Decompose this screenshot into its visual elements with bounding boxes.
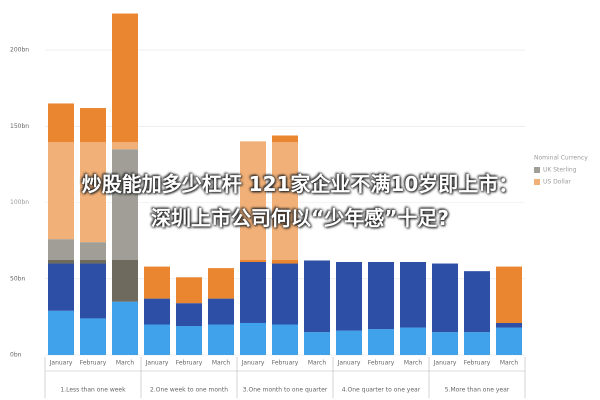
bar-segment	[208, 324, 234, 355]
bar-segment	[272, 263, 298, 325]
x-tick-label: March	[116, 360, 134, 367]
bar-segment	[464, 332, 490, 355]
y-tick-label: 150bn	[10, 123, 29, 130]
bar-segment	[144, 324, 170, 355]
legend-label: US Dollar	[543, 179, 571, 186]
x-tick-label: January	[433, 360, 457, 367]
x-tick-label: February	[176, 360, 203, 367]
bar-segment	[400, 262, 426, 328]
y-tick-label: 100bn	[10, 199, 29, 206]
bar-segment	[304, 260, 330, 333]
bar-segment	[144, 266, 170, 299]
bar-segment	[176, 326, 202, 355]
overlay-title-line: 炒股能加多少杠杆 121家企业不满10岁即上市：	[81, 172, 519, 196]
bar-segment	[48, 310, 74, 355]
bar-segment	[464, 271, 490, 333]
legend-label: UK Sterling	[543, 167, 577, 174]
overlay-banner: 炒股能加多少杠杆 121家企业不满10岁即上市： 深圳上市公司何以“少年感”十足…	[0, 142, 600, 260]
bar-segment	[240, 141, 266, 263]
bar-segment	[336, 262, 362, 331]
x-tick-label: February	[464, 360, 491, 367]
x-tick-label: January	[337, 360, 361, 367]
bar-segment	[304, 332, 330, 355]
bar-segment	[336, 330, 362, 355]
bar-segment	[240, 262, 266, 323]
bar-segment	[112, 149, 138, 302]
bar-segment	[48, 263, 74, 311]
bar-segment	[272, 135, 298, 264]
bar-segment	[80, 108, 106, 243]
bar-segment	[432, 263, 458, 333]
bar-segment	[272, 324, 298, 355]
x-tick-label: January	[145, 360, 169, 367]
group-label: 1.Less than one week	[60, 387, 126, 394]
legend-swatch	[534, 167, 540, 173]
x-tick-label: March	[404, 360, 422, 367]
legend-swatch	[534, 179, 540, 185]
x-tick-label: March	[212, 360, 230, 367]
bar-segment	[368, 329, 394, 355]
bar-segment	[80, 263, 106, 319]
bar-segment	[48, 239, 74, 264]
bar-segment	[112, 13, 138, 150]
bar-segment	[432, 332, 458, 355]
bar-segment	[400, 327, 426, 355]
bar-segment	[176, 277, 202, 304]
bar-segment	[176, 303, 202, 327]
bar-segment	[496, 266, 522, 323]
x-tick-label: January	[241, 360, 265, 367]
x-tick-label: February	[272, 360, 299, 367]
y-tick-label: 0bn	[10, 352, 22, 359]
legend-title: Nominal Currency	[534, 155, 588, 162]
group-label: 2.One week to one month	[150, 387, 228, 394]
group-label: 5.More than one year	[445, 387, 510, 394]
bar-segment	[240, 322, 266, 355]
overlay-title-line: 深圳上市公司何以“少年感”十足?	[151, 206, 449, 230]
x-tick-label: February	[368, 360, 395, 367]
group-label: 4.One quarter to one year	[342, 387, 421, 394]
y-tick-label: 50bn	[10, 275, 25, 282]
bar-segment	[80, 242, 106, 264]
bar-segment	[144, 298, 170, 325]
bar-segment	[496, 322, 522, 328]
bar-segment	[208, 268, 234, 299]
bar-segment	[368, 262, 394, 330]
bar-segment	[496, 327, 522, 355]
y-tick-label: 200bn	[10, 47, 29, 54]
x-tick-label: March	[308, 360, 326, 367]
x-tick-label: January	[49, 360, 73, 367]
bar-segment	[48, 103, 74, 240]
group-label: 3.One month to one quarter	[243, 387, 328, 394]
x-tick-label: March	[500, 360, 518, 367]
bar-segment	[208, 298, 234, 325]
bar-segment	[112, 301, 138, 355]
x-tick-label: February	[80, 360, 107, 367]
bar-segment	[80, 318, 106, 355]
